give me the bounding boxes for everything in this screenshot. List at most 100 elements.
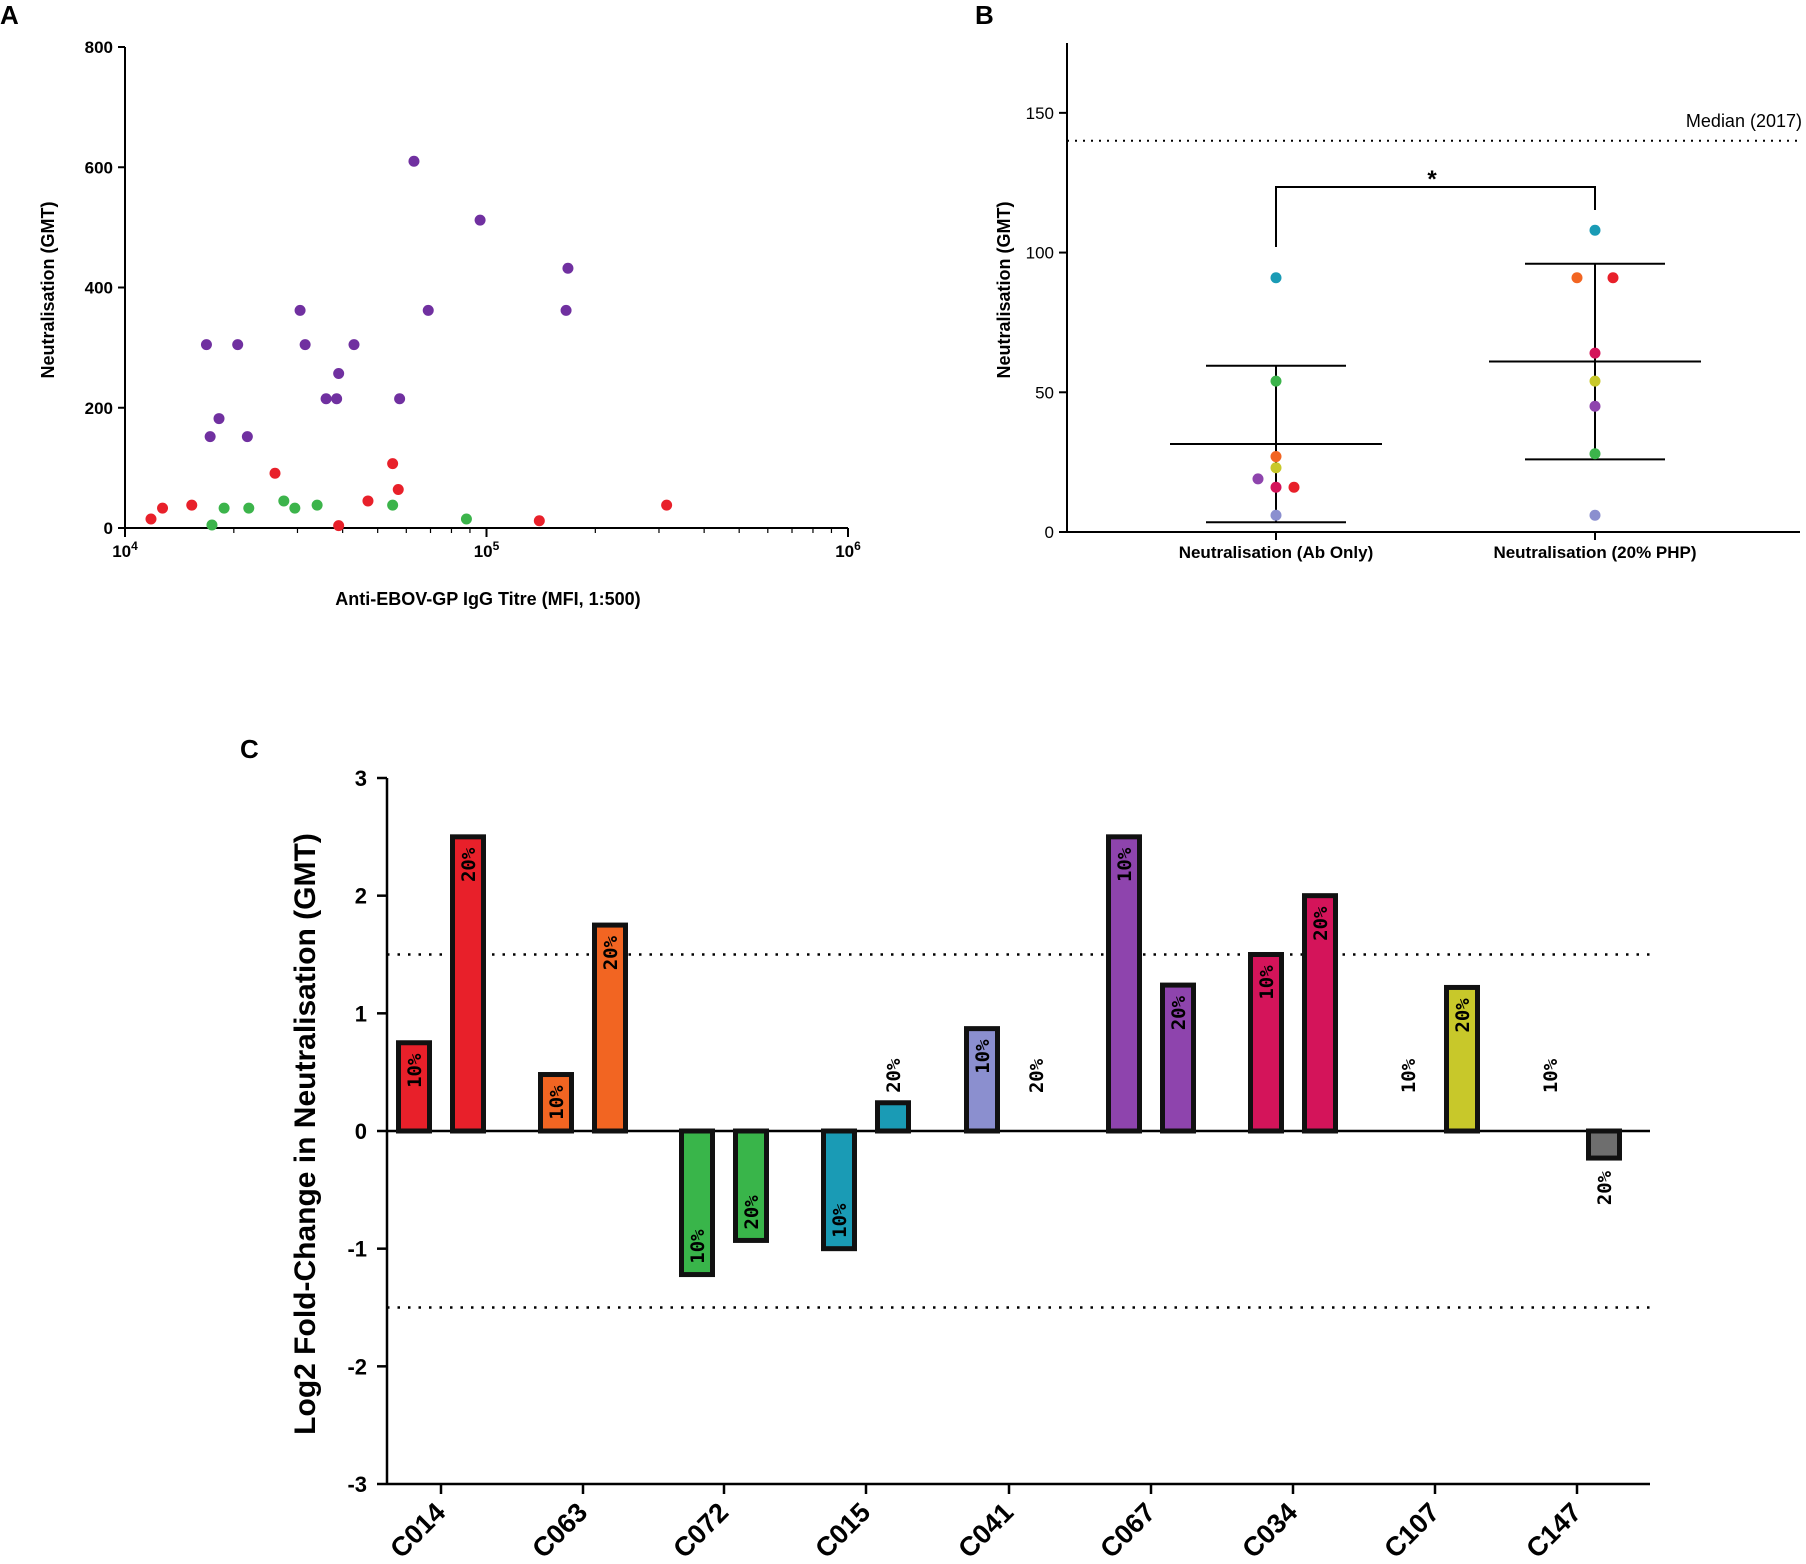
panel-b-dot-plot: B Neutralisation (GMT) Median (2017) * 0… <box>975 0 1802 562</box>
panel-b-y-axis-title: Neutralisation (GMT) <box>994 201 1014 378</box>
panel-a-x-tick-label: 105 <box>474 539 500 561</box>
panel-c-category-label: C034 <box>1236 1497 1303 1564</box>
panel-a-point-purple <box>408 155 420 167</box>
panel-a-x-tick-label: 106 <box>835 539 861 561</box>
panel-c-bar-label: 20% <box>600 935 622 970</box>
panel-c-category-label: C072 <box>667 1497 734 1564</box>
panel-a-y-tick-label: 400 <box>85 279 113 298</box>
panel-a-point-purple <box>562 262 574 274</box>
panel-c-y-tick-label: 1 <box>355 1001 367 1026</box>
panel-c-bar <box>1586 1128 1622 1161</box>
panel-b-reference-label: Median (2017) <box>1686 111 1802 131</box>
panel-b-point <box>1589 224 1601 236</box>
panel-c-bar-label: 10% <box>1540 1058 1562 1093</box>
panel-c-bar-label: 20% <box>883 1058 905 1093</box>
panel-c-bar-label: 20% <box>1026 1058 1048 1093</box>
panel-a-point-green <box>278 495 290 507</box>
panel-c-bar-label: 20% <box>1452 998 1474 1033</box>
panel-a-point-purple <box>241 431 253 443</box>
panel-a-point-green <box>206 519 218 531</box>
panel-a-point-green <box>460 513 472 525</box>
panel-c-bar-label: 20% <box>1310 906 1332 941</box>
panel-c-bar <box>1302 893 1338 1134</box>
panel-c-bar <box>396 1040 432 1134</box>
panel-a-point-red <box>145 513 157 525</box>
panel-b-point <box>1288 481 1300 493</box>
panel-a-point-red <box>269 467 281 479</box>
panel-a-scatter: A Anti-EBOV-GP IgG Titre (MFI, 1:500) Ne… <box>0 0 861 609</box>
panel-b-x-tick-label: Neutralisation (Ab Only) <box>1179 543 1374 562</box>
panel-a-y-tick-label: 800 <box>85 38 113 57</box>
panel-a-y-tick-label: 600 <box>85 158 113 177</box>
panel-a-point-red <box>157 502 169 514</box>
panel-a-point-purple <box>320 393 332 405</box>
panel-c-bar <box>1248 952 1284 1134</box>
panel-a-point-purple <box>422 304 434 316</box>
panel-a-point-green <box>218 502 230 514</box>
panel-a-point-red <box>533 515 545 527</box>
panel-c-y-tick-label: 3 <box>355 766 367 791</box>
panel-b-point <box>1589 400 1601 412</box>
panel-c-y-tick-label: -2 <box>347 1354 367 1379</box>
panel-b-significance-bracket <box>1275 186 1596 247</box>
panel-a-point-purple <box>294 304 306 316</box>
panel-a-point-red <box>661 499 673 511</box>
panel-b-point <box>1589 375 1601 387</box>
panel-c-label: C <box>240 734 259 764</box>
panel-c-bar-label: 20% <box>458 847 480 882</box>
panel-a-point-purple <box>560 304 572 316</box>
panel-c-category-label: C041 <box>952 1497 1019 1564</box>
panel-b-point <box>1270 375 1282 387</box>
panel-c-category-label: C014 <box>384 1497 451 1564</box>
panel-a-point-green <box>289 502 301 514</box>
panel-c-y-tick-label: 2 <box>355 884 367 909</box>
panel-a-point-red <box>362 495 374 507</box>
panel-b-point <box>1270 272 1282 284</box>
panel-c-category-label: C015 <box>809 1497 876 1564</box>
panel-b-point <box>1607 272 1619 284</box>
panel-b-y-tick-label: 100 <box>1026 244 1054 263</box>
panel-a-point-green <box>387 499 399 511</box>
panel-a-point-purple <box>200 339 212 351</box>
panel-c-bar <box>964 1026 1000 1134</box>
panel-c-category-label: C067 <box>1094 1497 1161 1564</box>
panel-b-point <box>1589 448 1601 460</box>
panel-c-bar <box>450 834 486 1134</box>
panel-b-significance-star: * <box>1427 166 1437 193</box>
panel-c-y-axis-title: Log2 Fold-Change in Neutralisation (GMT) <box>289 833 322 1435</box>
panel-a-point-red <box>186 499 198 511</box>
panel-b-label: B <box>975 0 994 30</box>
panel-a-point-purple <box>394 393 406 405</box>
panel-c-bar-label: 10% <box>1114 847 1136 882</box>
panel-a-point-green <box>243 502 255 514</box>
panel-c-bar <box>1160 982 1196 1134</box>
panel-c-bar-label: 10% <box>829 1203 851 1238</box>
panel-b-y-tick-label: 0 <box>1045 523 1054 542</box>
panel-b-point <box>1270 509 1282 521</box>
panel-a-x-tick-label: 104 <box>112 539 138 561</box>
panel-b-point <box>1589 509 1601 521</box>
panel-c-bar <box>1444 984 1480 1134</box>
panel-c-bar-label: 20% <box>1594 1170 1616 1205</box>
panel-b-y-tick-label: 50 <box>1035 383 1054 402</box>
panel-a-point-purple <box>331 393 343 405</box>
panel-c-bar <box>592 922 628 1134</box>
panel-b-point <box>1270 462 1282 474</box>
panel-c-bar-chart: C Log2 Fold-Change in Neutralisation (GM… <box>240 734 1650 1564</box>
panel-c-bar-label: 20% <box>741 1195 763 1230</box>
panel-c-category-label: C063 <box>526 1497 593 1564</box>
panel-a-y-tick-label: 200 <box>85 399 113 418</box>
panel-c-bar <box>875 1100 911 1134</box>
panel-b-point <box>1270 481 1282 493</box>
panel-c-bar <box>1106 834 1142 1134</box>
panel-c-category-label: C147 <box>1520 1497 1587 1564</box>
panel-a-y-axis-title: Neutralisation (GMT) <box>38 201 58 378</box>
panel-c-bar-label: 20% <box>1168 995 1190 1030</box>
panel-a-point-red <box>387 458 399 470</box>
panel-c-bar <box>821 1128 857 1252</box>
panel-a-point-purple <box>474 214 486 226</box>
panel-b-x-tick-label: Neutralisation (20% PHP) <box>1493 543 1696 562</box>
panel-c-bar <box>538 1072 574 1134</box>
panel-a-point-purple <box>299 339 311 351</box>
